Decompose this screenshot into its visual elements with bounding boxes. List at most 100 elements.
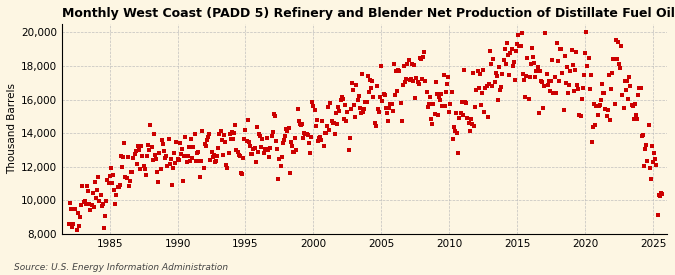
Point: [642, 158, 653, 163]
Point: [649, 151, 659, 155]
Point: [428, 102, 439, 106]
Point: [304, 151, 315, 155]
Y-axis label: Thousand Barrels: Thousand Barrels: [7, 83, 17, 174]
Point: [132, 162, 142, 166]
Point: [591, 103, 602, 108]
Point: [618, 106, 629, 110]
Point: [88, 205, 99, 210]
Point: [478, 68, 489, 72]
Point: [471, 88, 482, 93]
Point: [239, 137, 250, 141]
Point: [383, 119, 394, 123]
Point: [653, 192, 664, 197]
Point: [468, 124, 479, 128]
Point: [620, 79, 630, 83]
Point: [300, 132, 311, 136]
Point: [145, 123, 156, 127]
Point: [128, 156, 139, 161]
Point: [159, 149, 169, 153]
Point: [206, 150, 217, 154]
Point: [497, 72, 508, 76]
Point: [520, 95, 531, 99]
Point: [423, 104, 433, 109]
Point: [238, 156, 248, 161]
Point: [107, 173, 118, 178]
Point: [259, 147, 270, 152]
Point: [644, 166, 655, 170]
Point: [504, 73, 514, 77]
Point: [647, 144, 657, 148]
Point: [304, 141, 315, 146]
Point: [142, 143, 153, 148]
Point: [402, 61, 413, 66]
Point: [453, 151, 464, 156]
Point: [625, 84, 636, 89]
Point: [90, 180, 101, 184]
Point: [110, 202, 121, 206]
Point: [336, 95, 347, 100]
Point: [385, 102, 396, 106]
Point: [102, 178, 113, 182]
Point: [456, 100, 467, 104]
Point: [250, 160, 261, 164]
Point: [617, 92, 628, 97]
Point: [468, 70, 479, 75]
Point: [486, 62, 497, 66]
Point: [251, 125, 262, 130]
Point: [614, 62, 624, 66]
Point: [281, 127, 292, 131]
Point: [86, 203, 97, 207]
Point: [637, 133, 648, 138]
Point: [348, 88, 358, 92]
Point: [217, 153, 228, 158]
Point: [362, 74, 373, 78]
Point: [522, 56, 533, 60]
Point: [603, 73, 614, 78]
Point: [134, 148, 144, 152]
Point: [427, 121, 437, 126]
Point: [637, 133, 647, 138]
Point: [321, 124, 332, 128]
Point: [119, 141, 130, 145]
Point: [240, 128, 251, 132]
Point: [592, 113, 603, 117]
Point: [77, 184, 88, 188]
Point: [495, 88, 506, 92]
Point: [286, 144, 297, 148]
Point: [395, 100, 406, 105]
Point: [266, 134, 277, 138]
Point: [392, 89, 402, 93]
Point: [265, 146, 276, 150]
Point: [521, 74, 532, 78]
Point: [400, 80, 410, 84]
Point: [301, 132, 312, 136]
Point: [554, 79, 564, 83]
Point: [229, 130, 240, 135]
Point: [371, 84, 382, 88]
Point: [117, 165, 128, 170]
Point: [313, 139, 323, 143]
Point: [227, 136, 238, 141]
Point: [294, 119, 304, 123]
Point: [103, 181, 114, 185]
Point: [234, 154, 245, 158]
Point: [332, 122, 343, 126]
Point: [95, 192, 106, 197]
Point: [65, 201, 76, 205]
Point: [558, 108, 569, 112]
Point: [508, 60, 519, 64]
Point: [450, 129, 460, 133]
Point: [549, 75, 560, 79]
Point: [650, 157, 661, 161]
Point: [401, 77, 412, 82]
Point: [346, 81, 357, 85]
Point: [410, 96, 421, 100]
Point: [195, 175, 206, 179]
Point: [63, 222, 74, 227]
Point: [570, 50, 581, 55]
Point: [557, 71, 568, 75]
Point: [489, 80, 500, 84]
Point: [454, 116, 465, 120]
Point: [331, 110, 342, 115]
Point: [535, 78, 546, 83]
